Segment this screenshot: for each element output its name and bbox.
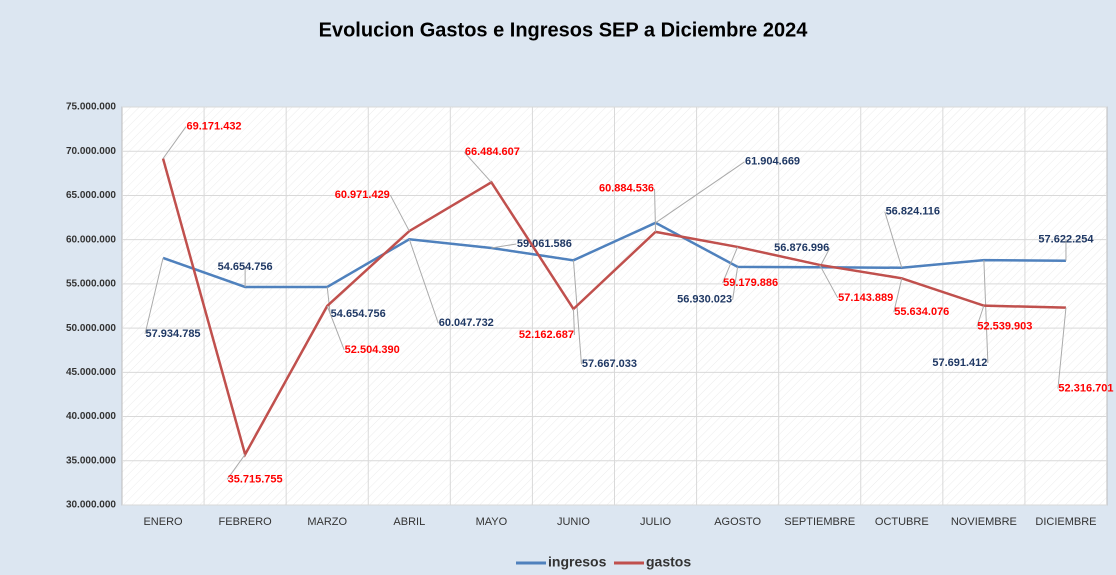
legend-label: gastos [646, 554, 691, 570]
data-label: 52.539.903 [977, 321, 1032, 333]
data-label: 55.634.076 [894, 306, 949, 318]
leader-line [572, 308, 575, 336]
y-tick-label: 40.000.000 [66, 411, 116, 422]
leader-line [819, 264, 839, 299]
leader-line [144, 257, 164, 335]
data-label: 59.061.586 [517, 238, 572, 250]
x-tick-label: SEPTIEMBRE [784, 516, 855, 528]
data-label: 60.047.732 [439, 317, 494, 329]
data-label: 57.667.033 [582, 358, 637, 370]
x-tick-label: AGOSTO [714, 516, 761, 528]
leader-line [655, 161, 745, 224]
data-label: 57.934.785 [146, 328, 201, 340]
data-label: 35.715.755 [228, 473, 283, 485]
x-tick-label: MAYO [476, 516, 508, 528]
leader-line [722, 246, 739, 284]
data-label: 57.143.889 [838, 292, 893, 304]
data-label: 52.504.390 [345, 344, 400, 356]
x-tick-label: JUNIO [557, 516, 590, 528]
leader-line [884, 211, 903, 268]
leader-line [464, 151, 492, 183]
leader-line [326, 305, 345, 351]
leader-line [326, 286, 331, 314]
leader-line [408, 239, 439, 324]
y-tick-label: 30.000.000 [66, 500, 116, 511]
y-tick-label: 70.000.000 [66, 146, 116, 157]
x-tick-label: JULIO [640, 516, 672, 528]
data-label: 69.171.432 [187, 120, 242, 132]
data-label: 52.316.701 [1058, 383, 1113, 395]
data-label: 56.876.996 [774, 242, 829, 254]
leader-line [976, 305, 985, 327]
data-label: 60.971.429 [335, 189, 390, 201]
data-label: 57.622.254 [1038, 234, 1094, 246]
y-tick-label: 60.000.000 [66, 234, 116, 245]
leader-line [732, 266, 739, 300]
data-label: 61.904.669 [745, 156, 800, 168]
data-label: 60.884.536 [599, 183, 654, 195]
leader-line [893, 278, 903, 313]
leader-line [1057, 307, 1067, 389]
data-label: 56.930.023 [677, 294, 732, 306]
y-tick-label: 75.000.000 [66, 102, 116, 113]
leader-line [491, 243, 517, 249]
x-tick-label: NOVIEMBRE [951, 516, 1017, 528]
leader-line [572, 260, 582, 365]
y-tick-label: 35.000.000 [66, 455, 116, 466]
series-line [162, 221, 1066, 289]
data-label: 56.824.116 [886, 206, 940, 218]
y-tick-label: 65.000.000 [66, 190, 116, 201]
leader-line [162, 126, 187, 159]
series-line [161, 158, 1066, 458]
leader-line [983, 260, 989, 364]
data-label: 54.654.756 [331, 308, 386, 320]
x-tick-label: MARZO [307, 516, 347, 528]
x-tick-label: ENERO [143, 516, 183, 528]
y-tick-label: 50.000.000 [66, 323, 116, 334]
x-tick-label: DICIEMBRE [1035, 516, 1096, 528]
y-tick-label: 55.000.000 [66, 279, 116, 290]
data-label: 57.691.412 [932, 357, 987, 369]
x-tick-label: OCTUBRE [875, 516, 929, 528]
leader-line [389, 194, 410, 232]
legend-label: ingresos [548, 554, 607, 570]
data-label: 54.654.756 [218, 261, 273, 273]
y-tick-label: 45.000.000 [66, 367, 116, 378]
x-tick-label: FEBRERO [219, 516, 273, 528]
data-label: 59.179.886 [723, 277, 778, 289]
leader-line [654, 188, 657, 232]
data-label: 66.484.607 [465, 146, 520, 158]
data-label: 52.162.687 [519, 329, 574, 341]
chart-title: Evolucion Gastos e Ingresos SEP a Diciem… [319, 19, 809, 41]
leader-line [226, 454, 246, 480]
x-tick-label: ABRIL [393, 516, 425, 528]
